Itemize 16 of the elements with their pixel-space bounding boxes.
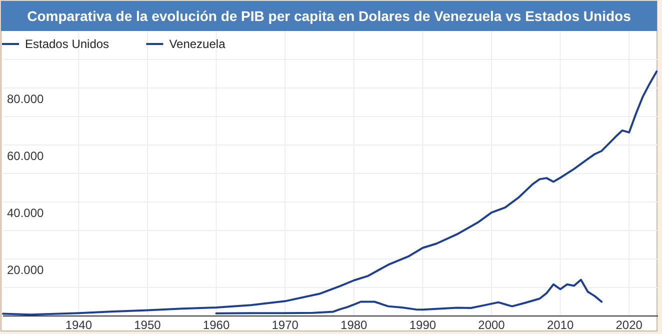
x-tick-label: 1980 (340, 318, 368, 332)
x-tick-label: 1960 (202, 318, 230, 332)
legend-label: Estados Unidos (25, 37, 110, 51)
y-tick-label: 20.000 (7, 263, 44, 277)
y-tick-label: 60.000 (7, 149, 44, 163)
x-tick-label: 2000 (478, 318, 506, 332)
x-tick-label: 2010 (546, 318, 574, 332)
chart-title: Comparativa de la evolución de PIB per capita en Dolares de Venezuela vs Estados Unidos (27, 8, 632, 24)
legend-label: Venezuela (169, 37, 226, 51)
x-tick-label: 1970 (272, 318, 299, 332)
y-tick-label: 80.000 (7, 92, 44, 106)
x-tick-label: 2020 (616, 318, 643, 332)
x-tick-label: 1940 (65, 318, 92, 332)
x-tick-label: 1950 (134, 318, 162, 332)
y-tick-label: 40.000 (7, 206, 44, 220)
x-tick-label: 1990 (409, 318, 436, 332)
